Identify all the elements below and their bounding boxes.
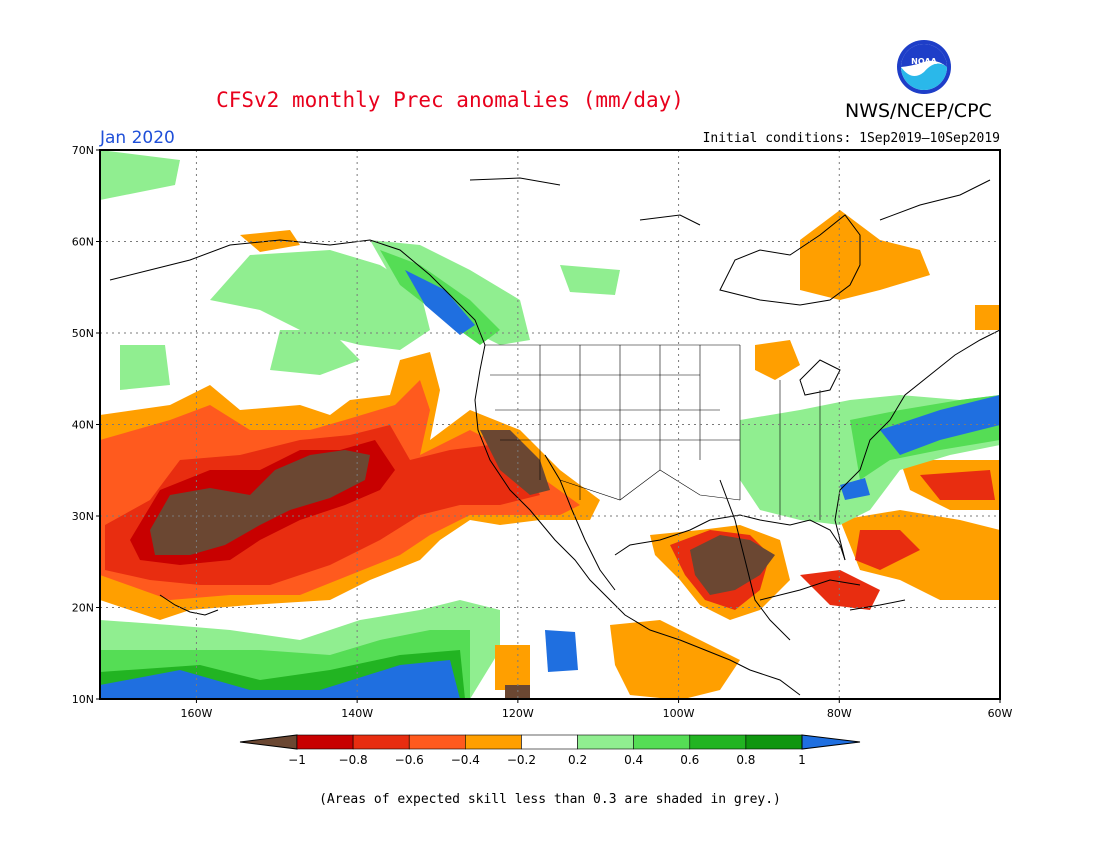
colorbar-label: 0.4 — [624, 753, 643, 767]
agency-label: NWS/NCEP/CPC — [845, 100, 992, 122]
state-borders — [485, 344, 821, 520]
lat-label: 60N — [72, 236, 94, 249]
skill-footnote: (Areas of expected skill less than 0.3 a… — [319, 792, 781, 807]
lon-label: 60W — [988, 707, 1013, 720]
colorbar-label: −0.8 — [339, 753, 368, 767]
colorbar-segment — [633, 734, 691, 750]
colorbar-label: −0.4 — [451, 753, 480, 767]
initial-conditions-label: Initial conditions: 1Sep2019—10Sep2019 — [702, 131, 1000, 146]
colorbar-segment — [296, 734, 354, 750]
colorbar-max-arrow — [801, 734, 861, 750]
noaa-logo: NOAA — [897, 40, 951, 94]
lat-label: 70N — [72, 144, 94, 157]
colorbar-segment — [577, 734, 634, 750]
colorbar-label: −1 — [288, 753, 306, 767]
colorbar-segment — [465, 734, 522, 750]
latitude-labels: 70N 60N 50N 40N 30N 20N 10N — [72, 144, 100, 706]
lon-label: 140W — [341, 707, 373, 720]
month-label: Jan 2020 — [100, 128, 175, 148]
colorbar-label: 0.6 — [680, 753, 699, 767]
lat-label: 20N — [72, 602, 94, 615]
colorbar-min-arrow — [239, 734, 298, 750]
colorbar-label: −0.2 — [507, 753, 536, 767]
colorbar-label: 0.8 — [736, 753, 755, 767]
colorbar-label: −0.6 — [395, 753, 424, 767]
lat-label: 10N — [72, 693, 94, 706]
colorbar-label: 0.2 — [568, 753, 587, 767]
lat-label: 50N — [72, 327, 94, 340]
lat-label: 30N — [72, 510, 94, 523]
coastlines — [109, 177, 1000, 696]
lat-label: 40N — [72, 419, 94, 432]
colorbar-segment — [408, 734, 466, 750]
colorbar-segment — [745, 734, 803, 750]
lon-label: 80W — [827, 707, 852, 720]
lon-label: 160W — [180, 707, 212, 720]
colorbar-label: 1 — [798, 753, 806, 767]
chart-title: CFSv2 monthly Prec anomalies (mm/day) — [216, 88, 684, 112]
colorbar: −1 −0.8 −0.6 −0.4 −0.2 0.2 0.4 0.6 0.8 1 — [239, 734, 861, 767]
longitude-labels: 160W 140W 120W 100W 80W 60W — [180, 699, 1013, 720]
lon-label: 100W — [663, 707, 695, 720]
colorbar-segment — [521, 734, 578, 750]
lon-label: 120W — [502, 707, 534, 720]
colorbar-segment — [689, 734, 747, 750]
colorbar-segment — [352, 734, 410, 750]
graticule — [100, 150, 1000, 699]
noaa-logo-text: NOAA — [911, 57, 937, 66]
